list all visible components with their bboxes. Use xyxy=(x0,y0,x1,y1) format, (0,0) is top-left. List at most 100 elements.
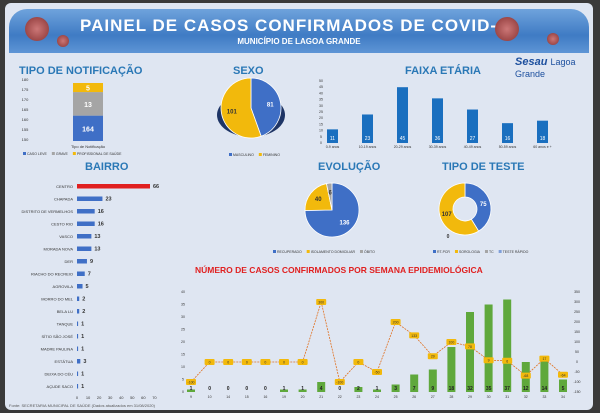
pie-slice xyxy=(250,77,282,137)
week-bar xyxy=(428,369,437,392)
pie-slice xyxy=(438,182,480,236)
x-tick: 27 xyxy=(431,395,435,399)
x-tick: 14 xyxy=(226,395,230,399)
slice-label: 81 xyxy=(267,103,274,109)
line-label-box xyxy=(353,359,364,365)
legend-swatch xyxy=(229,153,232,156)
bar-label: 37 xyxy=(504,386,510,392)
x-tick: 31 xyxy=(505,395,509,399)
x-label: Tipo de Notificação xyxy=(71,144,106,149)
legend-swatch xyxy=(273,250,276,253)
bar-label: 0 xyxy=(264,386,267,392)
y-tick: 45 xyxy=(319,85,323,89)
x-tick: 15 xyxy=(245,395,249,399)
bairro-bar xyxy=(77,346,79,351)
line-label-box xyxy=(186,379,196,385)
bar-value: 1 xyxy=(81,384,84,390)
bairro-label: TANQUE xyxy=(57,322,74,327)
bairro-bar xyxy=(77,371,79,376)
x-tick: 21 xyxy=(319,395,323,399)
line-label: 17 xyxy=(542,357,546,361)
y-tick: 0 xyxy=(320,141,322,145)
legend-swatch xyxy=(433,250,436,253)
line-label-box xyxy=(223,359,234,365)
line-label: 300 xyxy=(318,301,324,305)
line-label: 0 xyxy=(283,361,285,365)
y-tick-right: 300 xyxy=(574,300,580,304)
bairro-label: VASCO xyxy=(59,234,73,239)
legend-swatch xyxy=(359,250,363,253)
line-label: 9 xyxy=(488,359,490,363)
y-tick-left: 40 xyxy=(181,290,185,294)
bairro-label: DISTRITO DE VERMELHOS xyxy=(22,209,74,214)
bairro-bar xyxy=(77,359,81,364)
bar-label: 23 xyxy=(365,136,371,142)
x-tick: 23 xyxy=(356,395,360,399)
bar-label: 5 xyxy=(562,386,565,392)
y-tick: 25 xyxy=(319,110,323,114)
bairro-label: DER xyxy=(65,259,74,264)
page-subtitle: MUNICÍPIO DE LAGOA GRANDE xyxy=(237,37,361,46)
pie-slice xyxy=(304,183,333,211)
bairro-bar xyxy=(77,309,80,314)
line-label: 0 xyxy=(357,361,359,365)
age-bar xyxy=(362,114,373,143)
line-label: 100 xyxy=(448,341,454,345)
bar-label: 32 xyxy=(467,386,473,392)
bairro-bar xyxy=(77,221,95,226)
week-bar xyxy=(298,389,307,392)
stack-label: 164 xyxy=(82,126,94,133)
age-bar xyxy=(397,87,408,143)
bar-label: 1 xyxy=(301,386,304,392)
line-label: 0 xyxy=(227,361,229,365)
bairro-label: MADRE PAULINA xyxy=(41,347,74,352)
x-tick: 30-39 anos xyxy=(429,145,447,149)
age-bar xyxy=(327,129,338,143)
bairro-label: SÍTIO SÃO JOSÉ xyxy=(41,334,73,339)
bar-value: 2 xyxy=(82,297,85,303)
x-tick: 50 xyxy=(130,395,135,400)
legend-label: TC xyxy=(489,250,494,254)
line-label-box xyxy=(539,355,550,362)
x-tick: 28 xyxy=(449,395,453,399)
virus-icon xyxy=(57,35,69,47)
x-tick: 19 xyxy=(282,395,286,399)
bar-label: 7 xyxy=(413,386,416,392)
bar-label: 16 xyxy=(505,136,511,142)
y-tick: 40 xyxy=(319,91,323,95)
bairro-bar xyxy=(77,209,95,214)
line-label-box xyxy=(502,357,513,364)
title-semana: NÚMERO DE CASOS CONFIRMADOS POR SEMANA E… xyxy=(195,265,483,275)
bairro-bar xyxy=(77,384,79,389)
title-faixa: FAIXA ETÁRIA xyxy=(405,65,481,77)
bar-label: 36 xyxy=(435,136,441,142)
bar-value: 13 xyxy=(94,234,100,240)
x-tick: 22 xyxy=(338,395,342,399)
bairro-bar xyxy=(77,196,103,201)
y-tick-right: 0 xyxy=(576,360,578,364)
y-tick-left: 30 xyxy=(181,315,185,319)
bar-label: 18 xyxy=(540,136,546,142)
pie-slice xyxy=(220,77,262,139)
legend-label: ÓBITO xyxy=(364,249,375,254)
bairro-bar xyxy=(77,259,87,264)
legend-swatch xyxy=(484,250,488,253)
legend-label: TESTE RÁPIDO xyxy=(503,250,529,254)
week-bar xyxy=(540,357,549,392)
line-label: 200 xyxy=(393,321,399,325)
y-tick-left: 15 xyxy=(181,353,185,357)
slice-label: 136 xyxy=(340,220,351,226)
bairro-label: DEIXA DO CÉU xyxy=(45,372,74,377)
slice-label: 0 xyxy=(447,234,450,240)
bairro-label: AÇUDE SACO xyxy=(47,384,73,389)
stack-label: 13 xyxy=(84,102,92,109)
bar-label: 45 xyxy=(400,136,406,142)
bairro-bar xyxy=(77,321,79,326)
bairro-bar xyxy=(77,284,83,289)
x-tick: 26 xyxy=(412,395,416,399)
x-tick: 29 xyxy=(468,395,472,399)
y-tick-right: 50 xyxy=(575,350,579,354)
y-tick: 20 xyxy=(319,116,323,120)
bairro-label: CESTO RIO xyxy=(51,222,73,227)
